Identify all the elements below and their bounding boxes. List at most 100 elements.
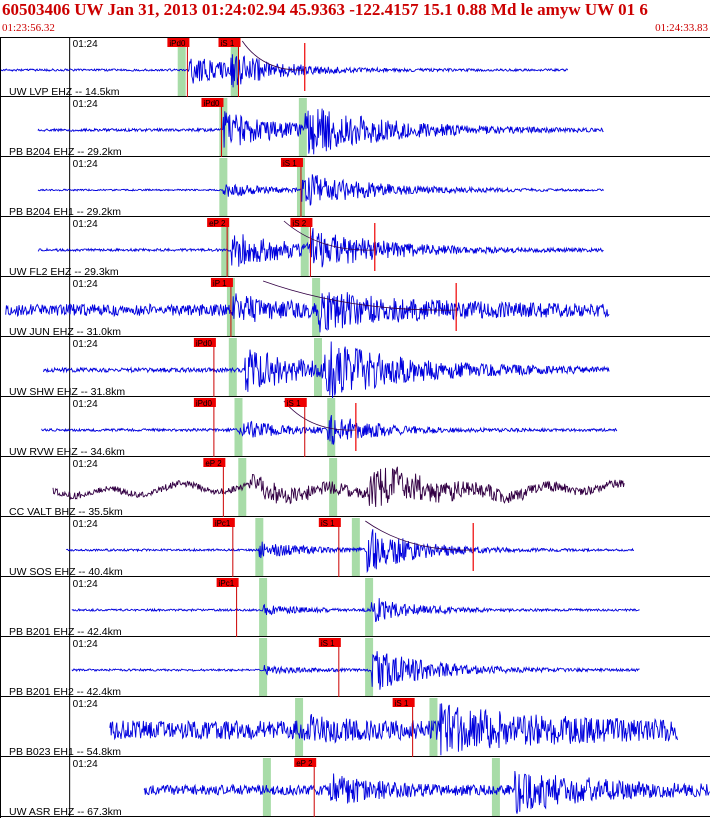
pick-label: iS 1: [395, 699, 409, 708]
station-label: UW RVW EHZ -- 34.6km: [9, 446, 125, 458]
event-summary-title: 60503406 UW Jan 31, 2013 01:24:02.94 45.…: [2, 0, 648, 19]
coda-window: [365, 638, 374, 696]
pick-label: iS 1: [321, 519, 335, 528]
pick-label: iPd0: [203, 99, 220, 108]
station-label: PB B201 EHZ -- 42.4km: [9, 626, 122, 638]
waveform-trace: [66, 529, 634, 574]
minute-tick-label: 01:24: [73, 459, 98, 470]
trace-panel: 01:24 eP 2 CC VALT BHZ -- 35.5km: [0, 457, 710, 518]
station-label: PB B204 EH1 -- 29.2km: [9, 206, 121, 218]
coda-window: [238, 458, 247, 516]
coda-window: [221, 218, 230, 276]
trace-panel: 01:24 eP 2 UW ASR EHZ -- 67.3km: [0, 757, 710, 818]
waveform-trace: [5, 292, 610, 333]
pick-label: iS 1: [283, 159, 297, 168]
trace-panel: 01:24 iS 1 PB B201 EH2 -- 42.4km: [0, 637, 710, 698]
pick-label: iPc1: [215, 519, 231, 528]
pick-flag: [203, 458, 226, 467]
station-label: UW LVP EHZ -- 14.5km: [9, 86, 120, 98]
minute-tick-label: 01:24: [73, 279, 98, 290]
coda-window: [177, 38, 186, 96]
waveform-trace: [71, 651, 640, 690]
station-label: PB B204 EHZ -- 29.2km: [9, 146, 122, 158]
pick-label: iPd0: [169, 39, 186, 48]
minute-tick-label: 01:24: [73, 399, 98, 410]
coda-window: [259, 638, 268, 696]
waveform-trace: [37, 108, 604, 155]
minute-tick-label: 01:24: [73, 519, 98, 530]
pick-flag: [216, 578, 239, 587]
theoretical-arrival-curve: [365, 520, 474, 551]
waveform-trace: [143, 770, 710, 814]
waveform-trace: [0, 54, 569, 88]
window-start-time: 01:23:56.32: [2, 22, 55, 34]
pick-label: eP 2: [205, 459, 222, 468]
minute-tick-label: 01:24: [73, 639, 98, 650]
minute-tick-label: 01:24: [73, 759, 98, 770]
trace-panel: 01:24 iPd0 iS 1 UW LVP EHZ -- 14.5km: [0, 37, 710, 98]
minute-tick-label: 01:24: [73, 99, 98, 110]
trace-panel: 01:24 iPc1 PB B201 EHZ -- 42.4km: [0, 577, 710, 638]
station-label: UW SHW EHZ -- 31.8km: [9, 386, 125, 398]
coda-window: [228, 338, 237, 396]
trace-panel: 01:24 iP 1 UW JUN EHZ -- 31.0km: [0, 277, 710, 338]
coda-window: [295, 698, 304, 756]
pick-flag: [193, 398, 216, 407]
trace-panel: 01:24 iPd0 iS 1 UW RVW EHZ -- 34.6km: [0, 397, 710, 458]
pick-flag: [201, 98, 224, 107]
pick-flag: [210, 278, 233, 287]
pick-label: iS 1: [321, 639, 335, 648]
pick-flag: [294, 758, 317, 767]
station-label: UW SOS EHZ -- 40.4km: [9, 566, 123, 578]
waveform-trace: [52, 466, 625, 508]
minute-tick-label: 01:24: [73, 219, 98, 230]
minute-tick-label: 01:24: [73, 159, 98, 170]
coda-window: [219, 158, 228, 216]
minute-tick-label: 01:24: [73, 579, 98, 590]
station-label: UW ASR EHZ -- 67.3km: [9, 806, 122, 818]
station-label: UW FL2 EHZ -- 29.3km: [9, 266, 119, 278]
pick-flag: [212, 518, 235, 527]
coda-window: [234, 398, 243, 456]
station-label: PB B201 EH2 -- 42.4km: [9, 686, 121, 698]
waveform-trace: [37, 174, 604, 206]
coda-window: [255, 518, 264, 576]
coda-window: [351, 518, 360, 576]
theoretical-arrival-curve: [283, 220, 375, 251]
waveform-trace: [41, 415, 618, 445]
trace-panel: 01:24 iPd0 PB B204 EHZ -- 29.2km: [0, 97, 710, 158]
pick-label: iS 1: [220, 39, 234, 48]
minute-tick-label: 01:24: [73, 699, 98, 710]
pick-flag: [392, 698, 415, 707]
trace-panel: 01:24 iPc1 iS 1 UW SOS EHZ -- 40.4km: [0, 517, 710, 578]
station-label: PB B023 EH1 -- 54.8km: [9, 746, 121, 758]
trace-panel: 01:24 iS 1 PB B023 EH1 -- 54.8km: [0, 697, 710, 758]
trace-panel: 01:24 iPd0 UW SHW EHZ -- 31.8km: [0, 337, 710, 399]
pick-label: iPd0: [196, 399, 213, 408]
pick-flag: [318, 518, 341, 527]
minute-tick-label: 01:24: [73, 339, 98, 350]
waveform-trace: [37, 227, 604, 268]
trace-panel: 01:24 iS 1 PB B204 EH1 -- 29.2km: [0, 157, 710, 218]
pick-label: iS 1: [287, 399, 301, 408]
coda-window: [313, 338, 322, 396]
theoretical-arrival-curve: [241, 40, 305, 71]
pick-flag: [318, 638, 341, 647]
pick-flag: [193, 338, 216, 347]
pick-label: iPd0: [196, 339, 213, 348]
trace-panel: 01:24 eP 2 iS 2 UW FL2 EHZ -- 29.3km: [0, 217, 710, 278]
pick-label: iS 2: [292, 219, 306, 228]
waveform-trace: [71, 598, 640, 623]
pick-flag: [167, 38, 190, 47]
pick-flag: [207, 218, 230, 227]
coda-window: [491, 758, 500, 816]
station-label: UW JUN EHZ -- 31.0km: [9, 326, 121, 338]
pick-flag: [280, 158, 303, 167]
pick-label: eP 2: [209, 219, 226, 228]
pick-flag: [284, 398, 307, 407]
pick-label: iPc1: [219, 579, 235, 588]
pick-label: iP 1: [213, 279, 227, 288]
coda-window: [365, 578, 374, 636]
waveform-trace: [109, 703, 678, 756]
